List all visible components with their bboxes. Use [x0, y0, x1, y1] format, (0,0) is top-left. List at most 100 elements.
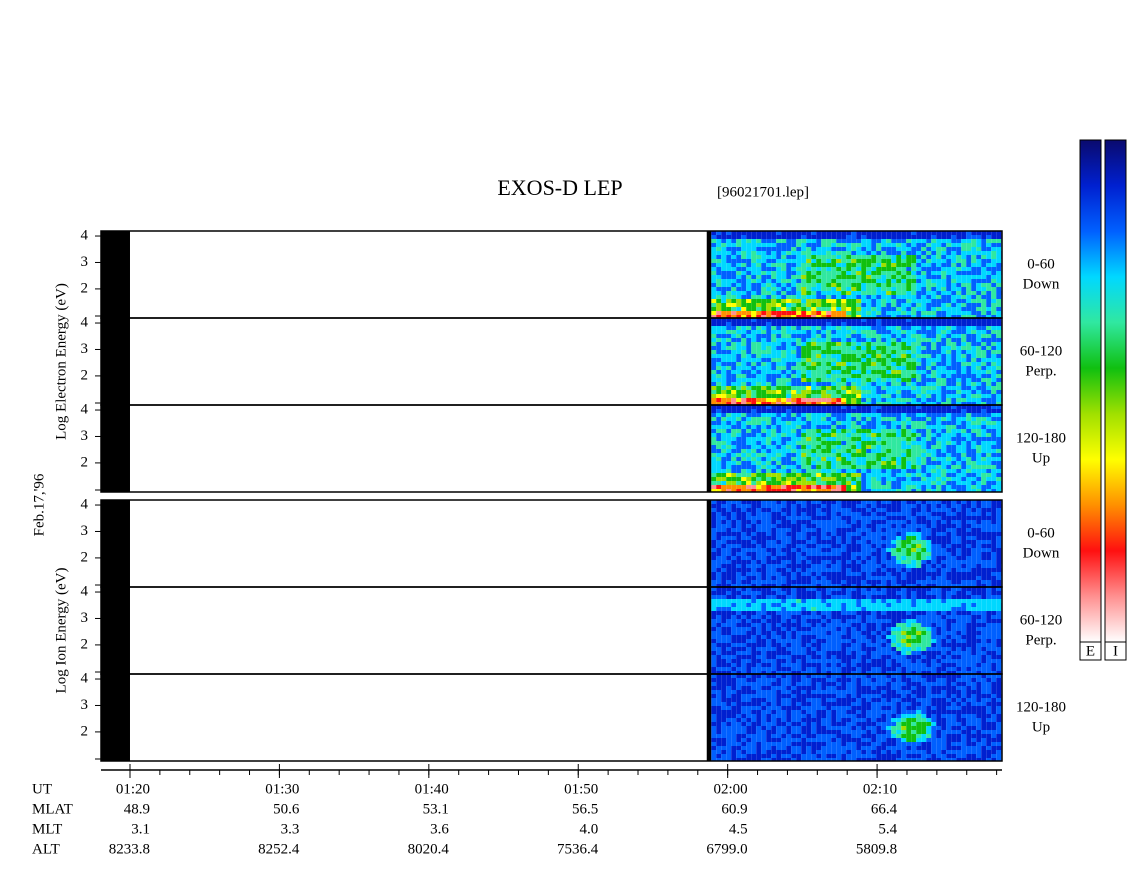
- spectrogram-cell: [716, 303, 722, 307]
- spectrogram-cell: [891, 572, 897, 576]
- spectrogram-cell: [736, 263, 742, 267]
- spectrogram-cell: [946, 477, 952, 481]
- spectrogram-cell: [891, 315, 897, 318]
- spectrogram-cell: [716, 338, 722, 342]
- spectrogram-cell: [771, 303, 777, 307]
- spectrogram-cell: [846, 441, 852, 445]
- spectrogram-cell: [886, 465, 892, 469]
- spectrogram-cell: [886, 568, 892, 572]
- spectrogram-cell: [866, 504, 872, 508]
- spectrogram-cell: [876, 544, 882, 548]
- spectrogram-cell: [841, 287, 847, 291]
- spectrogram-cell: [776, 231, 782, 235]
- spectrogram-cell: [906, 481, 912, 485]
- spectrogram-cell: [896, 251, 902, 255]
- spectrogram-cell: [796, 358, 802, 362]
- spectrogram-cell: [951, 358, 957, 362]
- spectrogram-cell: [901, 299, 907, 303]
- spectrogram-cell: [756, 481, 762, 485]
- spectrogram-cell: [756, 247, 762, 251]
- spectrogram-cell: [796, 528, 802, 532]
- spectrogram-cell: [891, 413, 897, 417]
- spectrogram-cell: [856, 568, 862, 572]
- spectrogram-cell: [966, 358, 972, 362]
- spectrogram-cell: [906, 405, 912, 409]
- spectrogram-cell: [711, 283, 717, 287]
- spectrogram-cell: [806, 303, 812, 307]
- spectrogram-cell: [846, 540, 852, 544]
- spectrogram-cell: [896, 322, 902, 326]
- spectrogram-cell: [976, 374, 982, 378]
- spectrogram-cell: [826, 271, 832, 275]
- spectrogram-cell: [891, 457, 897, 461]
- spectrogram-cell: [911, 267, 917, 271]
- spectrogram-cell: [936, 303, 942, 307]
- spectrogram-cell: [891, 322, 897, 326]
- spectrogram-cell: [721, 243, 727, 247]
- spectrogram-cell: [726, 453, 732, 457]
- spectrogram-cell: [951, 536, 957, 540]
- spectrogram-cell: [786, 560, 792, 564]
- spectrogram-cell: [851, 560, 857, 564]
- spectrogram-cell: [811, 342, 817, 346]
- spectrogram-cell: [966, 271, 972, 275]
- spectrogram-cell: [751, 322, 757, 326]
- spectrogram-cell: [771, 469, 777, 473]
- spectrogram-cell: [861, 485, 867, 489]
- spectrogram-cell: [936, 552, 942, 556]
- spectrogram-cell: [891, 350, 897, 354]
- spectrogram-cell: [806, 441, 812, 445]
- spectrogram-cell: [741, 508, 747, 512]
- spectrogram-cell: [901, 473, 907, 477]
- spectrogram-cell: [751, 299, 757, 303]
- spectrogram-cell: [896, 330, 902, 334]
- spectrogram-cell: [921, 465, 927, 469]
- spectrogram-cell: [771, 457, 777, 461]
- spectrogram-cell: [761, 243, 767, 247]
- spectrogram-cell: [881, 433, 887, 437]
- spectrogram-cell: [801, 255, 807, 259]
- spectrogram-cell: [776, 263, 782, 267]
- spectrogram-cell: [806, 287, 812, 291]
- spectrogram-cell: [796, 394, 802, 398]
- spectrogram-cell: [746, 445, 752, 449]
- spectrogram-cell: [816, 433, 822, 437]
- spectrogram-cell: [901, 469, 907, 473]
- spectrogram-cell: [846, 374, 852, 378]
- spectrogram-cell: [746, 390, 752, 394]
- spectrogram-cell: [856, 370, 862, 374]
- spectrogram-cell: [871, 291, 877, 295]
- spectrogram-cell: [901, 251, 907, 255]
- spectrogram-cell: [711, 413, 717, 417]
- spectrogram-cell: [816, 370, 822, 374]
- spectrogram-cell: [966, 330, 972, 334]
- spectrogram-cell: [996, 461, 1002, 465]
- spectrogram-cell: [926, 318, 932, 322]
- spectrogram-cell: [916, 342, 922, 346]
- spectrogram-cell: [866, 350, 872, 354]
- spectrogram-cell: [986, 461, 992, 465]
- spectrogram-cell: [731, 322, 737, 326]
- spectrogram-cell: [876, 409, 882, 413]
- spectrogram-cell: [886, 532, 892, 536]
- spectrogram-cell: [881, 504, 887, 508]
- spectrogram-cell: [966, 461, 972, 465]
- spectrogram-cell: [751, 481, 757, 485]
- spectrogram-cell: [936, 564, 942, 568]
- spectrogram-cell: [711, 366, 717, 370]
- spectrogram-cell: [931, 283, 937, 287]
- spectrogram-cell: [806, 255, 812, 259]
- spectrogram-cell: [826, 390, 832, 394]
- spectrogram-cell: [876, 271, 882, 275]
- spectrogram-cell: [861, 267, 867, 271]
- spectrogram-cell: [731, 318, 737, 322]
- spectrogram-cell: [781, 425, 787, 429]
- spectrogram-cell: [746, 370, 752, 374]
- spectrogram-cell: [736, 485, 742, 489]
- spectrogram-cell: [946, 544, 952, 548]
- spectrogram-cell: [801, 489, 807, 492]
- spectrogram-cell: [756, 342, 762, 346]
- spectrogram-cell: [866, 564, 872, 568]
- spectrogram-cell: [796, 548, 802, 552]
- spectrogram-cell: [986, 311, 992, 315]
